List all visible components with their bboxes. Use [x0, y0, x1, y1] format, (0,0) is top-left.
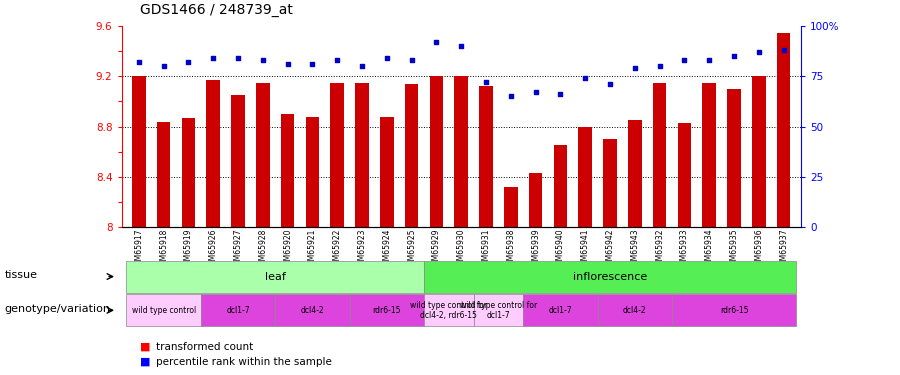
Point [429, 39, 444, 45]
Text: tissue: tissue [4, 270, 38, 280]
Point [231, 56, 246, 62]
Bar [256, 82, 270, 227]
Bar [281, 114, 294, 227]
Point [627, 65, 642, 71]
Text: leaf: leaf [265, 272, 285, 282]
Bar [752, 76, 766, 227]
Bar [132, 76, 146, 227]
Bar [479, 87, 493, 227]
Text: dcl1-7: dcl1-7 [549, 306, 572, 315]
Point [603, 81, 617, 87]
Point [479, 80, 493, 86]
Point [578, 75, 592, 81]
Bar [579, 126, 592, 227]
Text: transformed count: transformed count [156, 342, 253, 352]
Point [305, 62, 320, 68]
Point [528, 90, 543, 96]
Point [677, 57, 691, 63]
Point [554, 92, 568, 98]
Point [404, 57, 419, 63]
Text: dcl1-7: dcl1-7 [226, 306, 250, 315]
Bar [454, 76, 468, 227]
Point [454, 44, 469, 50]
Bar [529, 173, 543, 227]
Bar [777, 33, 790, 227]
Bar [429, 76, 444, 227]
Bar [504, 187, 518, 227]
Bar [727, 89, 741, 227]
Text: wild type control for
dcl1-7: wild type control for dcl1-7 [460, 301, 537, 320]
Bar [182, 118, 195, 227]
Bar [652, 82, 667, 227]
Point [355, 63, 369, 69]
Text: inflorescence: inflorescence [573, 272, 647, 282]
Text: percentile rank within the sample: percentile rank within the sample [156, 357, 331, 367]
Bar [702, 82, 716, 227]
Bar [603, 139, 616, 227]
Point [330, 57, 345, 63]
Text: genotype/variation: genotype/variation [4, 304, 111, 314]
Bar [306, 117, 319, 227]
Point [380, 56, 394, 62]
Bar [678, 123, 691, 227]
Point [281, 62, 295, 68]
Bar [628, 120, 642, 227]
Point [752, 50, 766, 55]
Text: GDS1466 / 248739_at: GDS1466 / 248739_at [140, 3, 292, 17]
Point [181, 59, 195, 65]
Bar [157, 122, 170, 227]
Bar [554, 146, 567, 227]
Point [157, 63, 171, 69]
Text: dcl4-2: dcl4-2 [301, 306, 324, 315]
Point [256, 57, 270, 63]
Bar [405, 84, 418, 227]
Bar [380, 117, 393, 227]
Bar [330, 82, 344, 227]
Text: wild type control for
dcl4-2, rdr6-15: wild type control for dcl4-2, rdr6-15 [410, 301, 488, 320]
Text: wild type control: wild type control [131, 306, 196, 315]
Point [131, 59, 146, 65]
Point [727, 53, 742, 59]
Bar [206, 80, 220, 227]
Point [652, 63, 667, 69]
Point [777, 47, 791, 53]
Point [206, 56, 220, 62]
Text: rdr6-15: rdr6-15 [373, 306, 401, 315]
Text: ■: ■ [140, 342, 150, 352]
Text: dcl4-2: dcl4-2 [623, 306, 647, 315]
Text: ■: ■ [140, 357, 150, 367]
Point [702, 57, 716, 63]
Text: rdr6-15: rdr6-15 [720, 306, 748, 315]
Bar [356, 82, 369, 227]
Bar [231, 95, 245, 227]
Point [504, 93, 518, 99]
